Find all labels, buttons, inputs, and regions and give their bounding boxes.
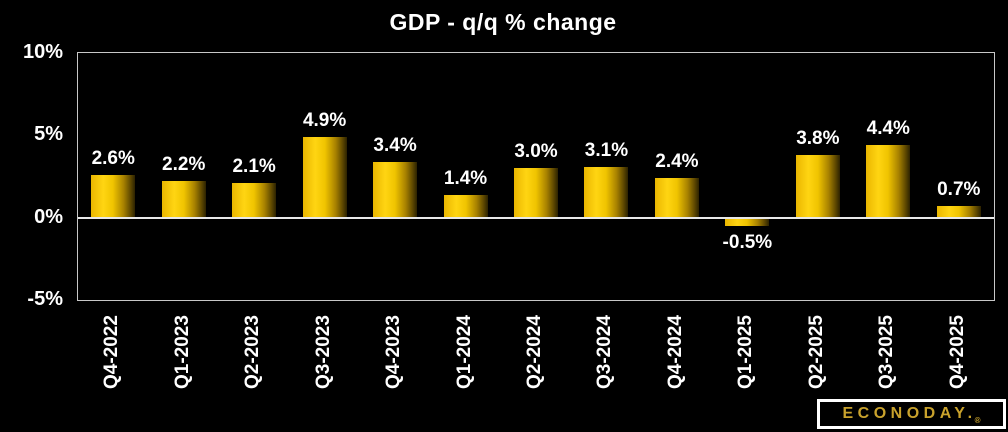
bar-value-label: 3.1% bbox=[584, 139, 629, 161]
bar-value-label: 1.4% bbox=[443, 167, 488, 189]
bar-value-label: -0.5% bbox=[722, 231, 773, 253]
bar-Q3-2024 bbox=[584, 166, 629, 218]
bar-Q4-2023 bbox=[373, 161, 418, 218]
bar-Q3-2025 bbox=[866, 145, 911, 218]
x-axis-label-Q4-2024: Q4-2024 bbox=[664, 315, 686, 389]
bar-Q1-2024 bbox=[443, 194, 488, 218]
econoday-logo-text: ECONODAY. bbox=[842, 405, 977, 422]
x-axis-label-Q2-2024: Q2-2024 bbox=[524, 315, 545, 389]
x-axis-label-Q2-2025: Q2-2025 bbox=[805, 315, 827, 389]
bar-Q4-2022 bbox=[91, 174, 136, 218]
x-axis-label-Q2-2023: Q2-2023 bbox=[242, 315, 264, 389]
bar-Q2-2024 bbox=[514, 168, 558, 218]
x-axis-label-Q4-2025: Q4-2025 bbox=[946, 315, 968, 389]
bar-value-label: 3.4% bbox=[373, 134, 417, 156]
x-axis-label-Q1-2025: Q1-2025 bbox=[735, 315, 757, 389]
bar-value-label: 2.4% bbox=[655, 151, 699, 173]
x-axis-label-Q3-2025: Q3-2025 bbox=[876, 315, 898, 389]
bar-value-label: 2.2% bbox=[162, 154, 206, 176]
bar-value-label: 2.1% bbox=[232, 156, 276, 178]
x-axis-label-Q4-2022: Q4-2022 bbox=[101, 315, 123, 389]
bar-value-label: 3.8% bbox=[796, 128, 840, 150]
bar-Q4-2024 bbox=[654, 178, 699, 218]
y-axis-label: 0% bbox=[34, 205, 63, 228]
bar-Q4-2025 bbox=[936, 206, 981, 218]
bar-value-label: 3.0% bbox=[514, 141, 558, 163]
econoday-logo: ECONODAY. ® bbox=[817, 399, 1006, 429]
bar-value-label: 2.6% bbox=[91, 147, 135, 169]
bar-Q3-2023 bbox=[302, 136, 347, 218]
bar-value-label: 0.7% bbox=[937, 179, 981, 201]
x-axis-label-Q1-2024: Q1-2024 bbox=[453, 315, 475, 389]
x-axis-label-Q1-2023: Q1-2023 bbox=[171, 315, 193, 389]
x-axis-label-Q3-2024: Q3-2024 bbox=[594, 315, 616, 389]
registered-trademark-icon: ® bbox=[974, 416, 981, 425]
y-axis-label: 5% bbox=[34, 123, 63, 146]
x-axis-label-Q3-2023: Q3-2023 bbox=[312, 315, 334, 389]
plot-area: 2.6% 2.2% 2.1% 4.9% 3.4% 1.4% 3.0% 3.1% 2.4% -0.5… bbox=[77, 52, 995, 301]
x-axis-label-Q4-2023: Q4-2023 bbox=[383, 315, 405, 389]
zero-axis-line bbox=[78, 217, 994, 219]
chart-title: GDP - q/q % change bbox=[389, 9, 617, 35]
bar-value-label: 4.9% bbox=[302, 109, 347, 131]
bar-Q2-2025 bbox=[795, 155, 840, 218]
bar-Q2-2023 bbox=[232, 183, 277, 218]
bar-value-label: 4.4% bbox=[866, 118, 910, 140]
y-axis-label: 10% bbox=[22, 41, 63, 63]
y-axis-label: -5% bbox=[27, 288, 63, 310]
bar-Q1-2025 bbox=[725, 217, 770, 226]
bar-Q1-2023 bbox=[161, 181, 206, 218]
